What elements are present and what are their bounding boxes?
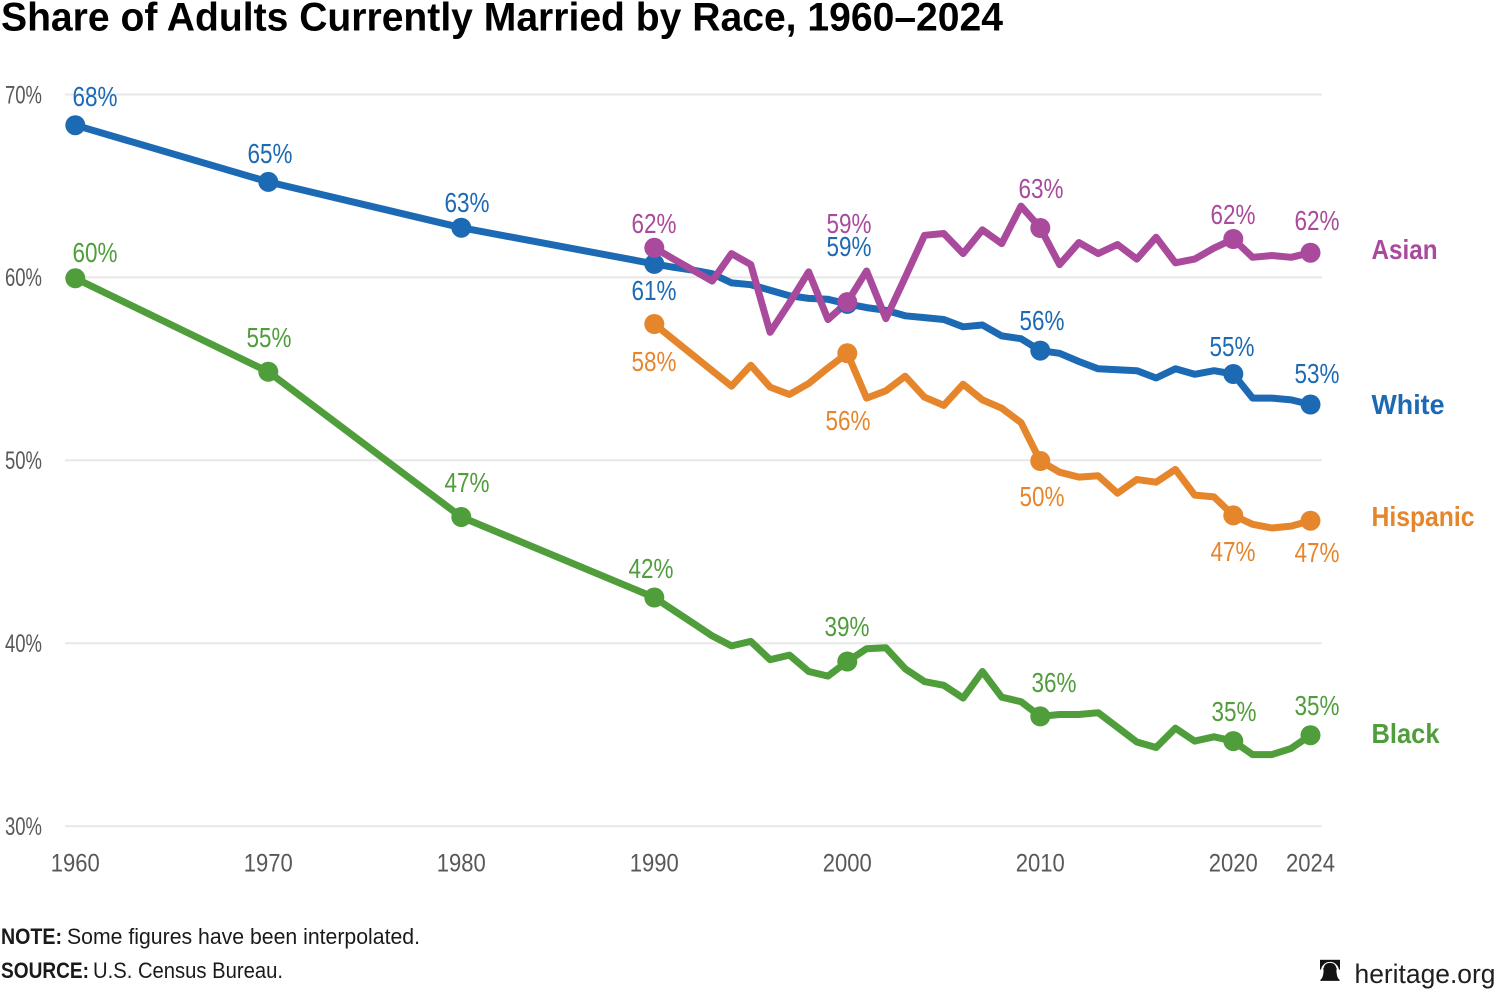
svg-text:heritage.org: heritage.org (1355, 959, 1496, 989)
svg-text:2000: 2000 (823, 851, 872, 878)
svg-text:63%: 63% (1019, 173, 1064, 204)
svg-text:53%: 53% (1295, 358, 1340, 389)
svg-text:Some figures have been interpo: Some figures have been interpolated. (67, 924, 420, 949)
svg-text:50%: 50% (5, 447, 42, 475)
svg-text:47%: 47% (445, 467, 490, 498)
svg-text:47%: 47% (1211, 536, 1256, 567)
svg-text:60%: 60% (73, 237, 118, 268)
svg-text:62%: 62% (1211, 199, 1256, 230)
svg-text:59%: 59% (827, 231, 872, 262)
svg-text:60%: 60% (5, 264, 42, 292)
svg-text:Asian: Asian (1372, 234, 1438, 265)
svg-text:2020: 2020 (1209, 851, 1258, 878)
svg-text:1990: 1990 (630, 851, 679, 878)
svg-text:White: White (1372, 389, 1445, 420)
svg-text:Share of Adults Currently Marr: Share of Adults Currently Married by Rac… (1, 0, 1004, 40)
svg-text:35%: 35% (1295, 690, 1340, 721)
svg-text:63%: 63% (445, 187, 490, 218)
svg-text:50%: 50% (1020, 481, 1065, 512)
svg-text:2010: 2010 (1016, 851, 1065, 878)
svg-text:56%: 56% (826, 405, 871, 436)
svg-text:47%: 47% (1295, 537, 1340, 568)
svg-text:Black: Black (1372, 718, 1440, 749)
svg-text:Hispanic: Hispanic (1372, 501, 1475, 532)
svg-text:NOTE:: NOTE: (1, 924, 62, 949)
svg-text:56%: 56% (1020, 305, 1065, 336)
svg-text:55%: 55% (247, 322, 292, 353)
svg-text:70%: 70% (5, 81, 42, 109)
svg-text:61%: 61% (632, 275, 677, 306)
svg-text:U.S. Census Bureau.: U.S. Census Bureau. (93, 958, 283, 983)
svg-text:58%: 58% (632, 346, 677, 377)
svg-text:62%: 62% (1295, 205, 1340, 236)
svg-text:59%: 59% (827, 208, 872, 239)
svg-text:1980: 1980 (437, 851, 486, 878)
svg-text:39%: 39% (825, 611, 870, 642)
svg-text:68%: 68% (73, 81, 118, 112)
svg-text:65%: 65% (248, 138, 293, 169)
svg-text:1960: 1960 (51, 851, 100, 878)
svg-text:SOURCE:: SOURCE: (1, 958, 89, 983)
svg-text:55%: 55% (1210, 331, 1255, 362)
svg-text:1970: 1970 (244, 851, 293, 878)
svg-text:40%: 40% (5, 630, 42, 658)
svg-text:30%: 30% (5, 813, 42, 841)
svg-text:62%: 62% (632, 208, 677, 239)
svg-text:36%: 36% (1032, 667, 1077, 698)
svg-text:35%: 35% (1212, 696, 1257, 727)
svg-text:42%: 42% (629, 553, 674, 584)
svg-text:2024: 2024 (1286, 851, 1335, 878)
